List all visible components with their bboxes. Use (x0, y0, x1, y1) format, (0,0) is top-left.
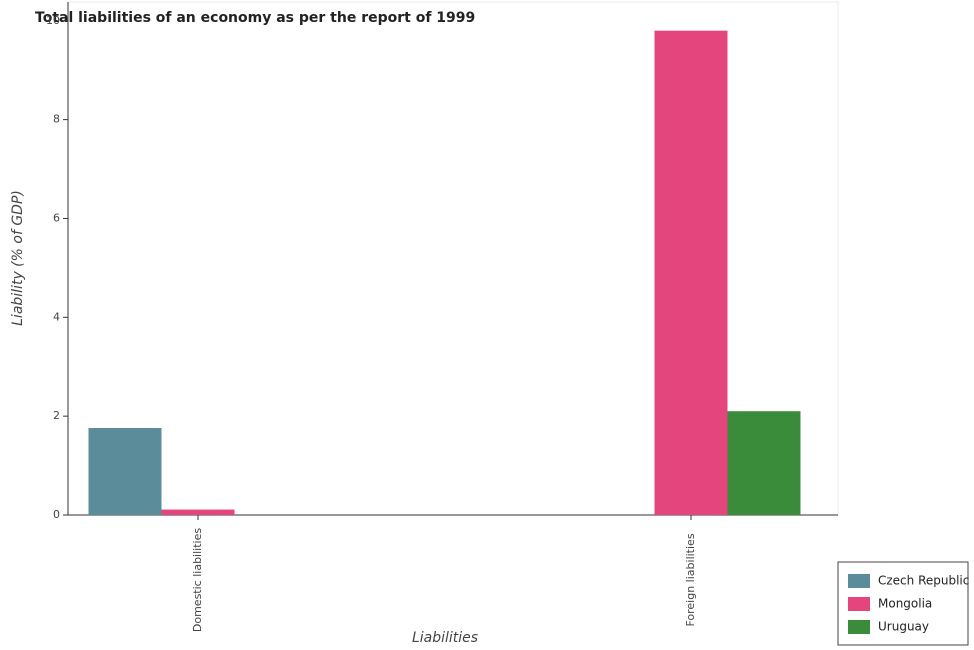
legend-label: Uruguay (878, 620, 929, 634)
bar (654, 30, 728, 516)
y-tick-label: 4 (53, 310, 60, 323)
legend-label: Mongolia (878, 597, 932, 611)
y-tick-label: 2 (53, 409, 60, 422)
y-axis-label: Liability (% of GDP) (10, 190, 26, 326)
legend-swatch (848, 620, 870, 634)
y-tick-label: 6 (53, 211, 60, 224)
bar (88, 428, 162, 515)
y-tick-label: 8 (53, 113, 60, 126)
x-tick-label: Foreign liabilities (684, 533, 697, 626)
bar (161, 509, 235, 515)
bar (727, 411, 801, 515)
legend-swatch (848, 597, 870, 611)
x-tick-label: Domestic liabilities (191, 528, 204, 632)
y-tick-label: 10 (46, 14, 60, 27)
y-tick-label: 0 (53, 508, 60, 521)
legend-label: Czech Republic (878, 574, 969, 588)
x-axis-label: Liabilities (412, 630, 478, 646)
legend-swatch (848, 574, 870, 588)
chart-title: Total liabilities of an economy as per t… (35, 10, 475, 26)
